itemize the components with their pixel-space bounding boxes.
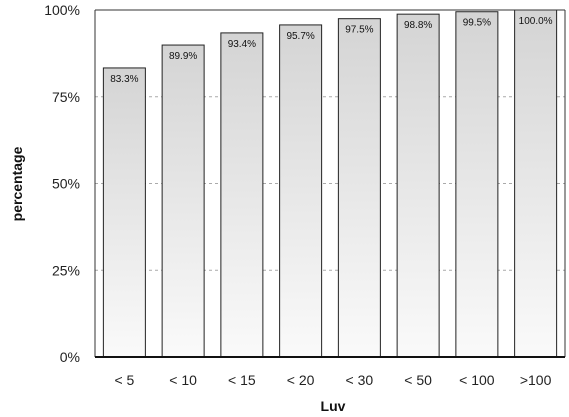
data-label: 97.5% xyxy=(345,25,373,36)
x-axis-title: Luv xyxy=(321,398,346,414)
y-tick-label: 75% xyxy=(52,89,80,105)
x-tick-label: < 15 xyxy=(228,372,256,388)
data-label: 99.5% xyxy=(463,18,491,29)
x-tick-label: < 20 xyxy=(287,372,315,388)
data-label: 89.9% xyxy=(169,51,197,62)
x-tick-label: < 50 xyxy=(404,372,432,388)
data-label: 93.4% xyxy=(228,39,256,50)
bars: 83.3% 89.9% 93.4% 95.7% 97.5% 98.8% 99.5% 100.0… xyxy=(102,9,558,358)
y-tick-label: 25% xyxy=(52,262,80,278)
x-tick-label: >100 xyxy=(520,372,552,388)
x-tick-label: < 30 xyxy=(346,372,374,388)
data-label: 100.0% xyxy=(519,16,553,27)
bar xyxy=(455,11,499,358)
bar xyxy=(161,44,205,358)
y-tick-label: 0% xyxy=(60,349,80,365)
x-tick-label: < 5 xyxy=(114,372,134,388)
bar xyxy=(220,32,264,358)
bar xyxy=(279,24,323,358)
y-tick-label: 50% xyxy=(52,176,80,192)
x-tick-label: < 100 xyxy=(459,372,495,388)
data-label: 95.7% xyxy=(286,31,314,42)
bar xyxy=(337,18,381,358)
y-tick-label: 100% xyxy=(44,2,80,18)
data-label: 98.8% xyxy=(404,20,432,31)
bar xyxy=(102,67,146,358)
data-label: 83.3% xyxy=(110,74,138,85)
bar xyxy=(396,13,440,358)
bar xyxy=(514,9,558,358)
y-axis-title: percentage xyxy=(9,146,25,221)
x-tick-label: < 10 xyxy=(169,372,197,388)
axes: 0% 25% 50% 75% 100% < 5 < 10 < 15 < 20 < 30 < 50 < … xyxy=(44,2,566,388)
